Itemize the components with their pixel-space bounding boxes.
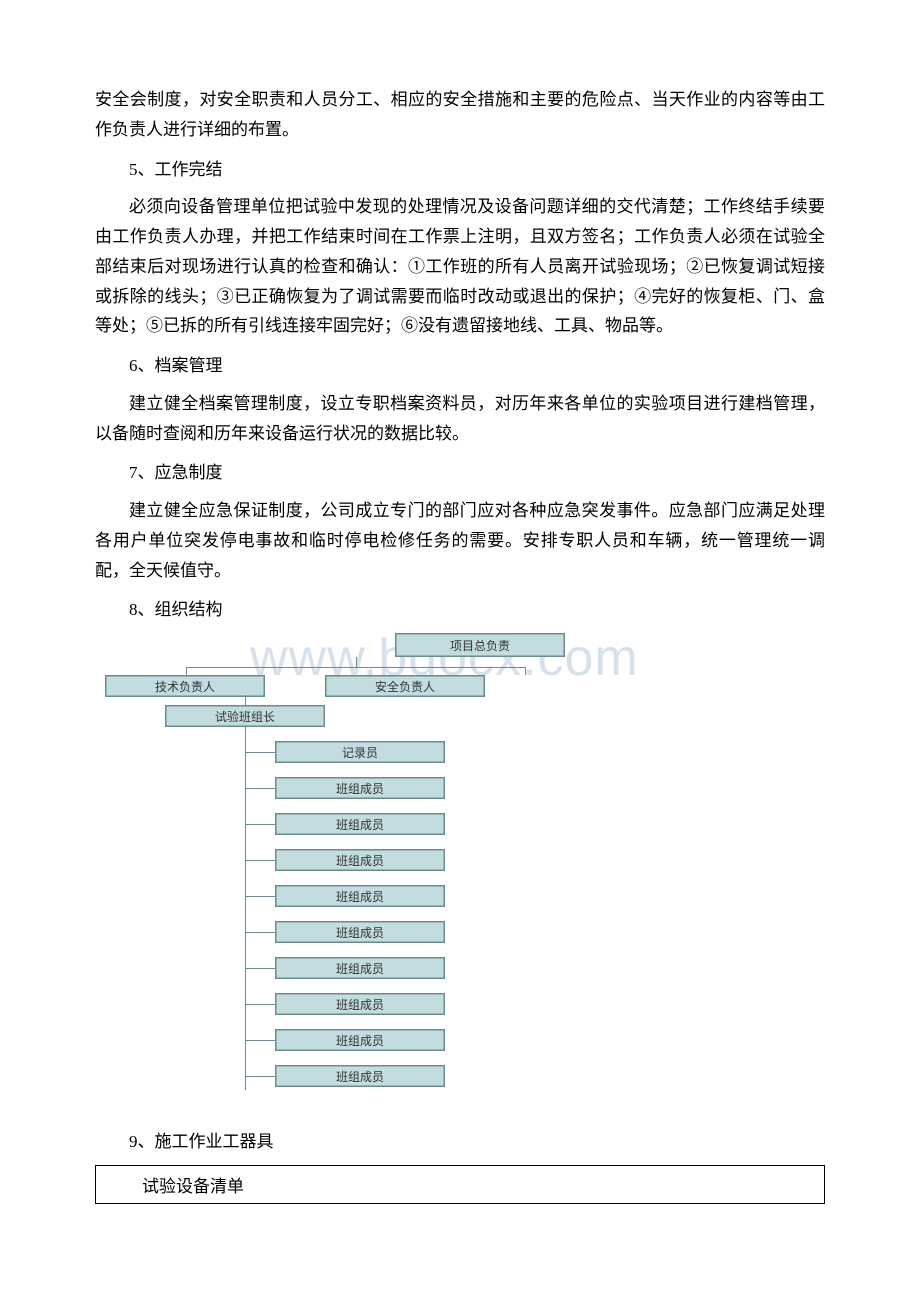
- paragraph-6: 建立健全档案管理制度，设立专职档案资料员，对历年来各单位的实验项目进行建档管理，…: [95, 389, 825, 449]
- org-node-child: 记录员: [275, 741, 445, 763]
- paragraph-intro: 安全会制度，对安全职责和人员分工、相应的安全措施和主要的危险点、当天作业的内容等…: [95, 85, 825, 145]
- equipment-table: 试验设备清单: [95, 1165, 825, 1204]
- org-chart: 项目总负责 技术负责人 安全负责人 试验班组长 记录员 班组成员 班组成员 班组…: [135, 633, 825, 1087]
- org-node-child: 班组成员: [275, 849, 445, 871]
- org-node-child: 班组成员: [275, 777, 445, 799]
- org-node-child: 班组成员: [275, 957, 445, 979]
- heading-5: 5、工作完结: [95, 155, 825, 185]
- heading-7: 7、应急制度: [95, 458, 825, 488]
- org-node-child: 班组成员: [275, 813, 445, 835]
- org-node-child: 班组成员: [275, 993, 445, 1015]
- heading-6: 6、档案管理: [95, 351, 825, 381]
- equipment-table-title: 试验设备清单: [108, 1172, 812, 1197]
- paragraph-7: 建立健全应急保证制度，公司成立专门的部门应对各种应急突发事件。应急部门应满足处理…: [95, 496, 825, 585]
- paragraph-5: 必须向设备管理单位把试验中发现的处理情况及设备问题详细的交代清楚；工作终结手续要…: [95, 192, 825, 341]
- heading-9: 9、施工作业工器具: [95, 1127, 825, 1157]
- heading-8: 8、组织结构: [95, 595, 825, 625]
- org-node-top: 项目总负责: [395, 633, 565, 657]
- org-node-child: 班组成员: [275, 921, 445, 943]
- org-node-child: 班组成员: [275, 1065, 445, 1087]
- org-node-tech-lead: 技术负责人: [105, 675, 265, 697]
- org-node-safety-lead: 安全负责人: [325, 675, 485, 697]
- org-node-child: 班组成员: [275, 885, 445, 907]
- org-node-team-lead: 试验班组长: [165, 705, 325, 727]
- org-node-child: 班组成员: [275, 1029, 445, 1051]
